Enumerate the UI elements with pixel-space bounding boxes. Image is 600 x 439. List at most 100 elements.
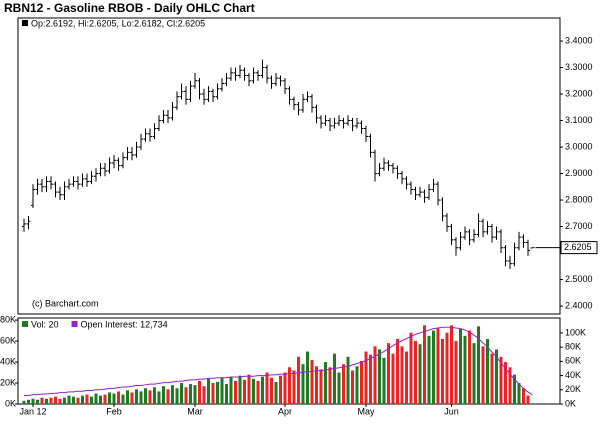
volume-bar (499, 356, 503, 404)
y-tick-label: 2.5000 (565, 274, 593, 284)
volume-bar (40, 397, 44, 404)
volume-bar (166, 389, 170, 404)
volume-bar (103, 394, 107, 404)
y-tick-label: 3.0000 (565, 141, 593, 151)
volume-bar (256, 380, 260, 404)
volume-bar (85, 394, 89, 404)
volume-bar (72, 396, 75, 404)
volume-bar (243, 379, 246, 404)
volume-bar (306, 351, 309, 404)
volume-bar (229, 376, 233, 404)
volume-bar (225, 384, 228, 404)
volume-bar (31, 398, 35, 404)
volume-bar (333, 353, 336, 404)
volume-bar (468, 330, 471, 404)
y-tick-label: 40K (0, 356, 16, 366)
volume-bar (76, 397, 80, 404)
chart-title: RBN12 - Gasoline RBOB - Daily OHLC Chart (4, 1, 255, 15)
volume-bar (180, 383, 183, 404)
volume-bar (36, 399, 39, 404)
y-tick-label: 2.9000 (565, 168, 593, 178)
volume-bar (463, 335, 467, 404)
volume-bar (292, 370, 296, 404)
volume-bar (400, 346, 404, 404)
volume-bar (198, 380, 201, 404)
volume-bar (117, 391, 120, 404)
volume-bar (346, 356, 350, 404)
volume-bar (351, 370, 354, 404)
y-tick-label: 0K (5, 398, 16, 408)
x-tick-label: Feb (106, 406, 122, 416)
volume-bar (427, 335, 431, 404)
y2-tick-label: 40K (565, 370, 581, 380)
volume-bar (193, 385, 197, 404)
volume-bar (189, 384, 192, 404)
y-tick-label: 2.8000 (565, 194, 593, 204)
volume-bar (436, 328, 440, 404)
volume-bar (234, 380, 237, 404)
volume-bar (450, 325, 453, 404)
volume-bar (216, 381, 219, 404)
x-tick-label: Apr (278, 406, 292, 416)
volume-bar (454, 341, 458, 404)
volume-bar (270, 377, 273, 404)
volume-bar (373, 346, 377, 404)
price-panel (17, 17, 561, 315)
copyright: (c) Barchart.com (32, 298, 99, 308)
legend-label: Open Interest: 12,734 (81, 319, 168, 329)
x-tick-label: May (357, 406, 375, 416)
volume-bar (139, 391, 143, 404)
y-tick-label: 3.2000 (565, 88, 593, 98)
volume-bar (112, 393, 116, 404)
volume-bar (283, 372, 287, 404)
volume-bar (22, 400, 26, 404)
legend-swatch (22, 20, 28, 26)
last-price-box (560, 241, 598, 255)
volume-bar (432, 330, 435, 404)
volume-bar (310, 359, 314, 404)
volume-bar (441, 338, 444, 404)
volume-bar (508, 367, 512, 404)
volume-bar (135, 389, 138, 404)
volume-bar (162, 386, 165, 404)
volume-bar (495, 349, 498, 404)
volume-bar (481, 346, 485, 404)
y-tick-label: 3.3000 (565, 62, 593, 72)
volume-bar (418, 344, 422, 404)
x-tick-label: Jun (444, 406, 459, 416)
volume-bar (211, 383, 215, 404)
volume-bar (301, 364, 305, 404)
volume-bar (67, 395, 71, 404)
volume-bar (414, 341, 417, 404)
volume-bar (378, 349, 381, 404)
volume-bar (526, 395, 530, 404)
y-tick-label: 2.7000 (565, 221, 593, 231)
volume-bar (360, 361, 363, 404)
x-tick-label: Jan 12 (19, 406, 46, 416)
y-tick-label: 20K (0, 377, 16, 387)
volume-bar (265, 372, 269, 404)
volume-bar (364, 351, 368, 404)
volume-bar (486, 338, 489, 404)
legend-swatch (22, 321, 28, 327)
volume-bar (148, 390, 152, 404)
legend-swatch (71, 321, 78, 327)
volume-bar (319, 369, 323, 404)
volume-bar (49, 397, 53, 404)
y2-tick-label: 100K (565, 327, 586, 337)
volume-bar (144, 388, 147, 404)
volume-bar (387, 343, 390, 404)
volume-bar (409, 332, 413, 404)
volume-bar (54, 396, 57, 404)
volume-bar (369, 354, 372, 404)
volume-bar (63, 397, 66, 404)
volume-bar (238, 375, 242, 404)
x-tick-label: Mar (187, 406, 203, 416)
volume-bar (220, 377, 224, 404)
volume-bar (490, 353, 494, 404)
volume-bar (171, 385, 174, 404)
volume-bar (288, 367, 291, 404)
y2-tick-label: 20K (565, 384, 581, 394)
volume-bar (94, 393, 98, 404)
